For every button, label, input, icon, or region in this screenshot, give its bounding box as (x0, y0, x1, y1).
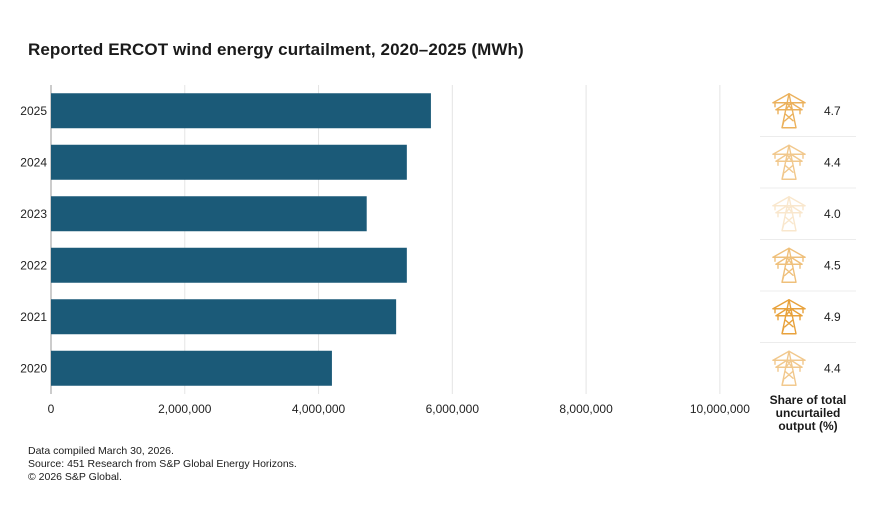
transmission-tower-icon (772, 196, 806, 232)
share-value-2021: 4.9 (824, 310, 841, 324)
transmission-tower-icon (772, 247, 806, 283)
transmission-tower-icon (772, 350, 806, 386)
transmission-tower-icon (772, 299, 806, 335)
bar-2020 (51, 350, 332, 386)
x-tick-label: 8,000,000 (559, 402, 613, 416)
share-panel-header: Share of total uncurtailed output (%) (769, 393, 847, 433)
category-labels: 2025 2024 2023 2022 2021 2020 (20, 104, 47, 376)
chart-title: Reported ERCOT wind energy curtailment, … (28, 40, 524, 59)
x-axis-ticks: 0 2,000,000 4,000,000 6,000,000 8,000,000 10,… (48, 402, 751, 416)
chart-notes: Data compiled March 30, 2026. Source: 45… (28, 445, 297, 484)
bar-2024 (51, 144, 407, 180)
category-label-2025: 2025 (20, 104, 47, 118)
share-value-2023: 4.0 (824, 207, 841, 221)
category-label-2020: 2020 (20, 361, 47, 375)
category-label-2022: 2022 (20, 258, 47, 272)
transmission-tower-icon (772, 93, 806, 129)
bar-chart: 2025 2024 2023 2022 2021 2020 0 2,000,000 4,000… (20, 85, 856, 416)
x-tick-label: 4,000,000 (292, 402, 346, 416)
bar-2023 (51, 196, 367, 232)
share-icons (772, 93, 806, 386)
x-tick-label: 0 (48, 402, 55, 416)
bars (51, 93, 431, 386)
share-value-2022: 4.5 (824, 258, 841, 272)
x-tick-label: 2,000,000 (158, 402, 212, 416)
bar-2025 (51, 93, 431, 129)
note-compiled: Data compiled March 30, 2026. (28, 445, 174, 457)
x-tick-label: 10,000,000 (690, 402, 750, 416)
x-tick-label: 6,000,000 (426, 402, 480, 416)
share-values: 4.7 4.4 4.0 4.5 4.9 4.4 (824, 104, 841, 376)
note-copyright: © 2026 S&P Global. (28, 471, 122, 483)
row-separators (760, 136, 856, 343)
bar-2021 (51, 299, 397, 335)
share-value-2024: 4.4 (824, 155, 841, 169)
share-value-2025: 4.7 (824, 104, 841, 118)
category-label-2023: 2023 (20, 207, 47, 221)
category-label-2021: 2021 (20, 310, 47, 324)
note-source: Source: 451 Research from S&P Global Ene… (28, 458, 297, 470)
share-value-2020: 4.4 (824, 361, 841, 375)
bar-2022 (51, 247, 407, 283)
transmission-tower-icon (772, 144, 806, 180)
category-label-2024: 2024 (20, 155, 47, 169)
grid-lines (50, 85, 721, 394)
